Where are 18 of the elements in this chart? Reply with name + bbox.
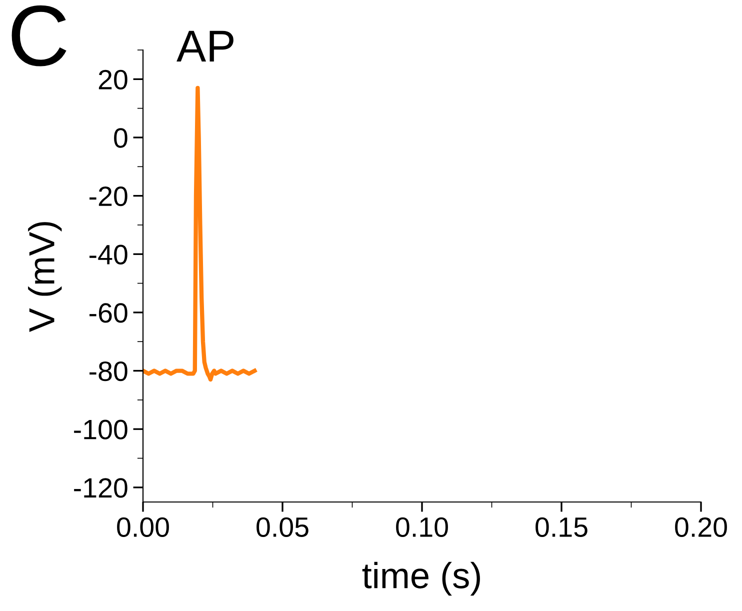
x-tick-label: 0.00 [117,517,169,537]
y-axis-title: V (mV) [28,222,62,332]
y-tick-label: 0 [114,128,128,148]
x-tick-label: 0.10 [396,517,448,537]
y-tick-label: -60 [90,303,128,323]
y-tick-label: -100 [74,420,128,440]
text: C [12,5,66,66]
y-tick-label: -20 [90,186,128,206]
x-tick-label: 0.15 [536,517,588,537]
y-tick-label: -120 [74,478,128,498]
x-axis-title: time (s) [362,562,480,596]
x-tick-label: 0.20 [675,517,727,537]
x-tick-label: 0.05 [256,517,308,537]
line-series [143,86,257,382]
y-tick-label: -40 [90,244,128,264]
y-tick-label: -80 [90,361,128,382]
chart-title: AP [176,30,234,62]
y-tick-label: 20 [98,70,128,90]
